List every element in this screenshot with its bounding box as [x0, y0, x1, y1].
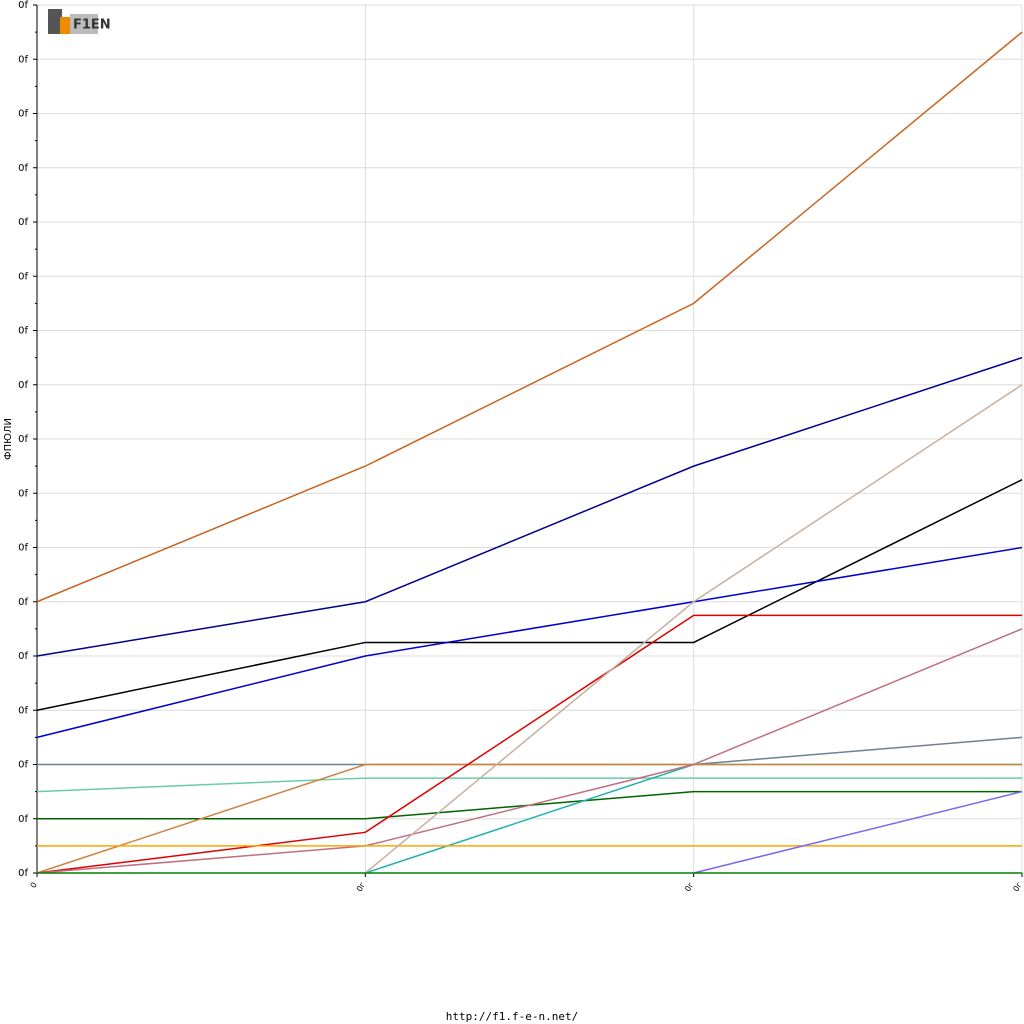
series-line — [36, 31, 1023, 603]
x-tick-label: 0г — [683, 881, 695, 894]
y-tick-label: 0f — [18, 705, 28, 716]
logo-text: F1EN — [73, 18, 111, 33]
y-tick-label: 0f — [18, 434, 28, 445]
series-line — [36, 356, 1023, 657]
series-line — [693, 790, 1023, 874]
x-tick-label: 0 — [29, 881, 39, 890]
logo: F1EN — [48, 9, 111, 34]
series-line — [36, 479, 1023, 711]
footer: http://f1.f-e-n.net/ — [446, 1010, 578, 1023]
y-tick-label: 0f — [18, 868, 28, 879]
y-axis-label: ФПЮЛИ — [3, 418, 14, 460]
y-tick-label: 0f — [18, 271, 28, 282]
y-tick-label: 0f — [18, 597, 28, 608]
y-tick-label: 0f — [18, 543, 28, 554]
x-tick-label: 0г — [1011, 881, 1023, 894]
y-tick-label: 0f — [18, 651, 28, 662]
y-tick-label: 0f — [18, 380, 28, 391]
series-line — [36, 546, 1023, 739]
logo-block — [70, 14, 98, 34]
y-tick-label: 0f — [18, 488, 28, 499]
logo-block — [48, 9, 62, 34]
series-line — [36, 777, 1022, 793]
y-tick-label: 0f — [18, 0, 28, 11]
y-tick-label: 0f — [18, 163, 28, 174]
y-tick-label: 0f — [18, 109, 28, 120]
x-tick-label: 0г — [355, 881, 367, 894]
y-tick-label: 0f — [18, 54, 28, 65]
y-tick-label: 0f — [18, 326, 28, 337]
series-line — [364, 384, 1023, 874]
series-line — [36, 614, 1022, 874]
series-line — [36, 763, 1022, 874]
series-line — [36, 628, 1023, 874]
y-tick-label: 0f — [18, 814, 28, 825]
y-tick-label: 0f — [18, 217, 28, 228]
y-tick-label: 0f — [18, 760, 28, 771]
series-line — [37, 736, 1023, 766]
logo-block — [60, 17, 70, 34]
